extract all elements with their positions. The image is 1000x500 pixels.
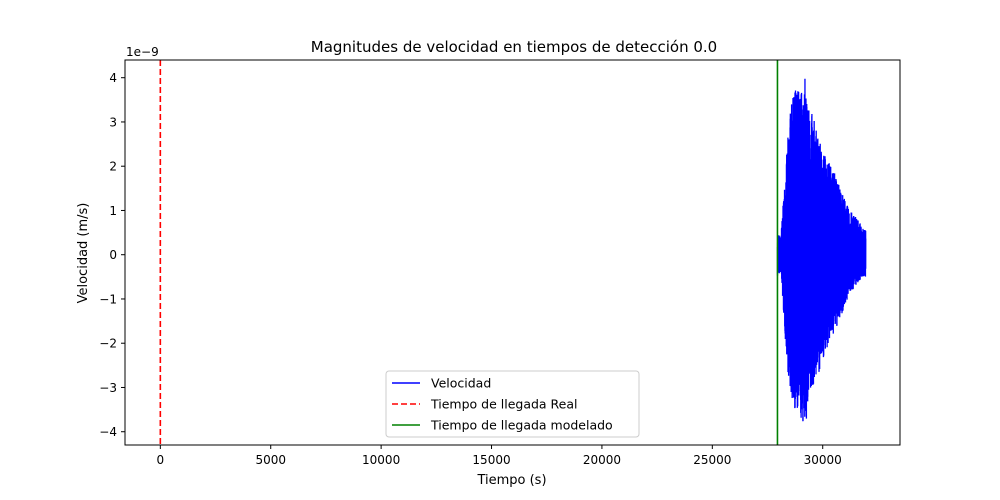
y-axis-multiplier: 1e−9 [126,45,159,59]
legend: Velocidad Tiempo de llegada Real Tiempo de… [385,370,640,438]
plot-area [159,60,867,445]
y-tick-label: 3 [109,115,117,129]
x-axis: 0 5000 10000 15000 20000 25000 30000 [157,445,842,467]
y-axis: −4 −3 −2 −1 0 1 2 3 4 [99,71,125,439]
y-tick-label: −3 [99,381,117,395]
y-tick-label: −1 [99,292,117,306]
y-tick-label: 1 [109,204,117,218]
x-tick-label: 25000 [693,453,731,467]
x-tick-label: 15000 [472,453,510,467]
y-tick-label: −4 [99,425,117,439]
legend-entry-label: Tiempo de llegada Real [430,397,578,412]
y-tick-label: −2 [99,337,117,351]
x-tick-label: 10000 [362,453,400,467]
legend-box [385,370,640,438]
legend-entry-label: Tiempo de llegada modelado [430,418,613,433]
legend-entry-label: Velocidad [431,376,491,391]
axes-frame [124,59,901,446]
x-tick-label: 5000 [255,453,286,467]
velocity-series-line [776,78,867,422]
y-tick-label: 2 [109,160,117,174]
y-tick-label: 4 [109,71,117,85]
y-tick-label: 0 [109,248,117,262]
chart-title: Magnitudes de velocidad en tiempos de de… [311,38,717,56]
x-tick-label: 0 [157,453,165,467]
x-tick-label: 20000 [583,453,621,467]
y-axis-label: Velocidad (m/s) [76,203,91,304]
x-axis-label: Tiempo (s) [476,473,546,488]
x-tick-label: 30000 [804,453,842,467]
